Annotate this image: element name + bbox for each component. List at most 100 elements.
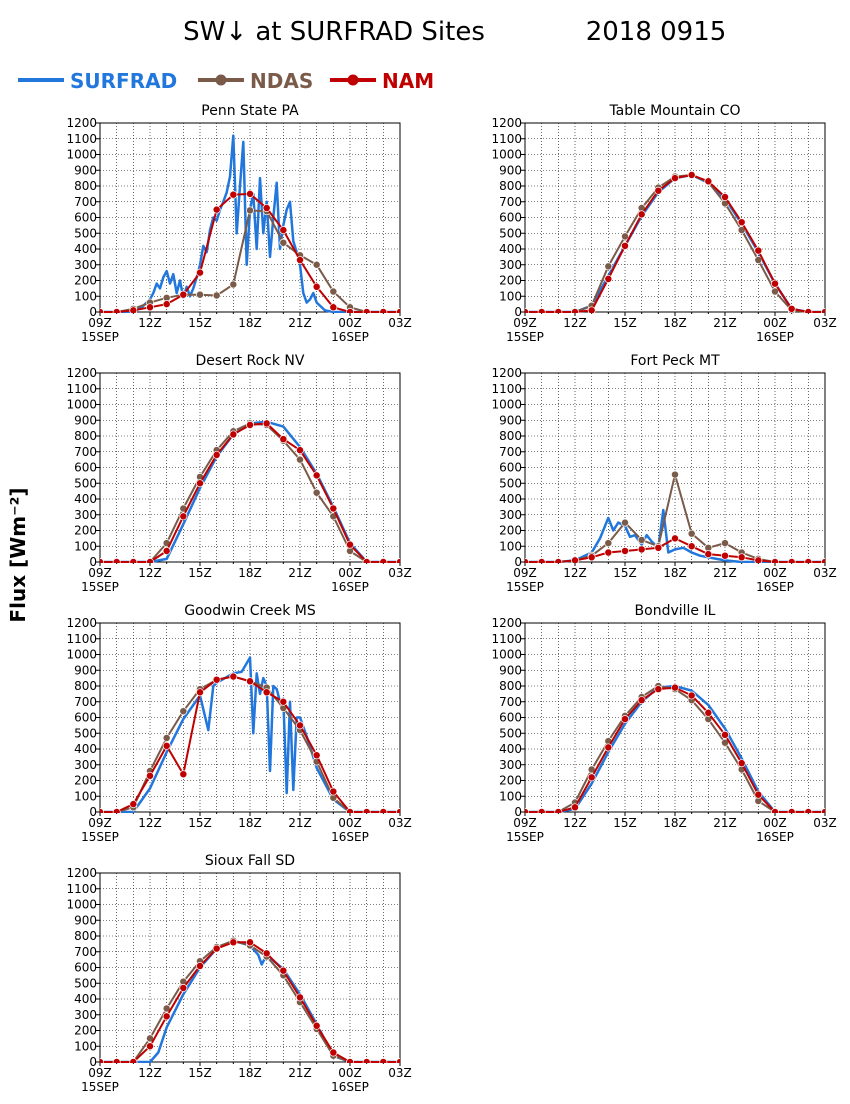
x-tick-label: 21Z (288, 566, 312, 580)
point-nam (112, 808, 121, 813)
point-nam (687, 542, 696, 551)
y-tick-label: 900 (74, 913, 97, 927)
y-tick-label: 800 (499, 679, 522, 693)
y-tick-label: 400 (74, 242, 97, 256)
x-tick-label: 15Z (188, 816, 212, 830)
point-nam (771, 279, 779, 288)
panel-title: Sioux Fall SD (205, 853, 295, 869)
x-tick-label: 18Z (663, 316, 687, 330)
y-axis-label: Flux [Wm⁻²] (6, 487, 30, 622)
y-tick-label: 900 (74, 413, 97, 427)
point-ndas (246, 206, 254, 215)
point-nam (329, 787, 338, 796)
point-nam (525, 558, 529, 563)
x-tick-label: 15Z (613, 816, 637, 830)
x-tick-label: 12Z (138, 1066, 162, 1080)
y-tick-label: 400 (499, 242, 522, 256)
legend-marker-nam (347, 74, 359, 86)
point-nam (396, 308, 400, 313)
y-tick-label: 400 (74, 742, 97, 756)
point-nam (537, 808, 546, 813)
y-tick-label: 0 (89, 305, 97, 319)
y-tick-label: 1200 (491, 366, 522, 380)
x-tick-label: 09Z (88, 316, 112, 330)
y-tick-label: 1000 (491, 398, 522, 412)
point-ndas (621, 518, 629, 527)
point-nam (229, 430, 238, 439)
series-line-surfrad (100, 134, 400, 313)
y-tick-label: 1100 (491, 632, 522, 646)
x-date-label: 15SEP (506, 830, 544, 844)
point-nam (671, 534, 679, 543)
x-tick-label: 12Z (563, 566, 587, 580)
y-tick-label: 1000 (66, 148, 97, 162)
point-nam (571, 803, 579, 812)
y-tick-label: 500 (499, 226, 522, 240)
point-ndas (687, 529, 696, 538)
point-nam (196, 961, 204, 970)
y-tick-label: 700 (74, 945, 97, 959)
point-nam (146, 771, 154, 780)
panel-sioux-fall-sd: Sioux Fall SD010020030040050060070080090… (66, 853, 411, 1094)
point-nam (787, 558, 796, 563)
y-tick-label: 200 (499, 524, 522, 538)
y-tick-label: 600 (74, 961, 97, 975)
x-tick-label: 12Z (563, 316, 587, 330)
y-tick-label: 900 (74, 663, 97, 677)
y-tick-label: 500 (74, 976, 97, 990)
series-group (525, 470, 825, 563)
x-tick-label: 09Z (88, 566, 112, 580)
y-tick-label: 500 (499, 476, 522, 490)
x-tick-label: 00Z (763, 316, 787, 330)
point-nam (804, 308, 813, 313)
y-tick-label: 1200 (491, 116, 522, 130)
x-tick-label: 15Z (613, 316, 637, 330)
y-tick-label: 700 (74, 445, 97, 459)
y-tick-label: 300 (74, 258, 97, 272)
series-group (100, 936, 400, 1063)
x-tick-label: 12Z (563, 816, 587, 830)
point-nam (229, 190, 238, 199)
point-nam (179, 290, 188, 299)
point-nam (704, 177, 713, 186)
x-tick-label: 03Z (813, 316, 837, 330)
y-tick-label: 400 (74, 992, 97, 1006)
y-tick-label: 100 (74, 1039, 97, 1053)
point-nam (571, 556, 579, 563)
y-tick-label: 900 (499, 663, 522, 677)
point-ndas (329, 287, 338, 296)
point-ndas (312, 488, 321, 497)
y-tick-label: 600 (74, 461, 97, 475)
y-tick-label: 900 (74, 163, 97, 177)
point-nam (804, 808, 813, 813)
point-nam (621, 715, 629, 724)
y-tick-label: 0 (514, 555, 522, 569)
y-tick-label: 1100 (66, 882, 97, 896)
y-tick-label: 700 (74, 695, 97, 709)
y-tick-label: 600 (74, 211, 97, 225)
point-nam (296, 721, 304, 730)
x-tick-label: 18Z (238, 816, 262, 830)
x-tick-label: 00Z (338, 566, 362, 580)
point-nam (379, 558, 388, 563)
panel-title: Fort Peck MT (630, 353, 720, 369)
x-tick-label: 03Z (388, 566, 412, 580)
panel-fort-peck-mt: Fort Peck MT0100200300400500600700800900… (491, 353, 836, 594)
x-tick-label: 18Z (663, 566, 687, 580)
y-tick-label: 300 (499, 508, 522, 522)
point-nam (737, 218, 746, 227)
x-tick-label: 15Z (188, 1066, 212, 1080)
y-tick-label: 1000 (66, 398, 97, 412)
point-nam (571, 308, 579, 313)
point-nam (312, 282, 321, 291)
y-tick-label: 200 (499, 274, 522, 288)
point-nam (637, 545, 646, 554)
point-nam (179, 984, 188, 992)
y-tick-label: 500 (74, 726, 97, 740)
x-tick-label: 00Z (763, 566, 787, 580)
point-nam (637, 696, 646, 705)
point-nam (312, 471, 321, 480)
x-tick-label: 03Z (388, 816, 412, 830)
point-nam (329, 303, 338, 312)
point-nam (196, 688, 204, 697)
